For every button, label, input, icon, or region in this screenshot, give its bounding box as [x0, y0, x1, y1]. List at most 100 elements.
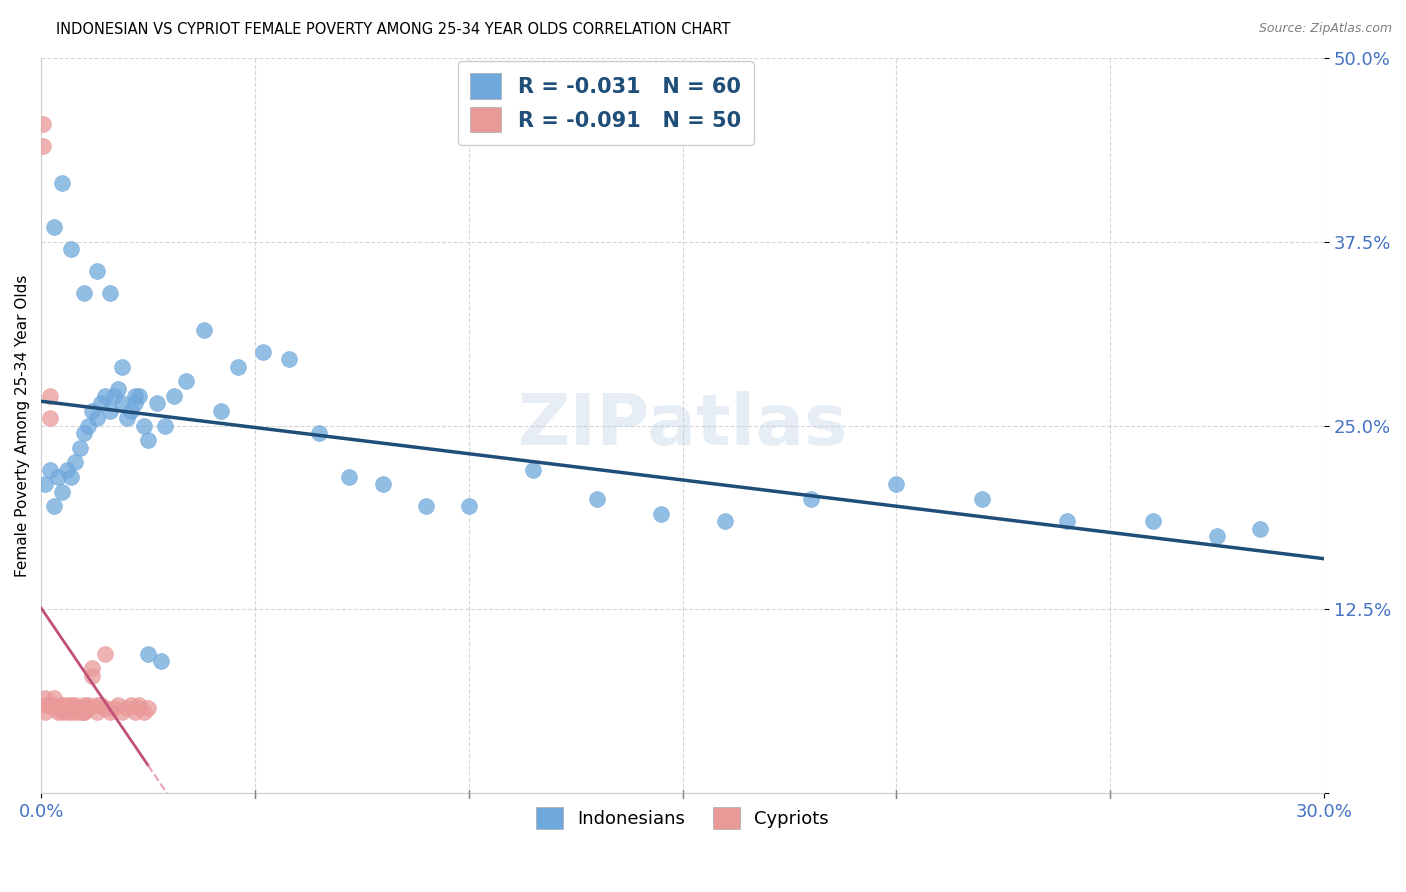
Point — [34, 690, 56, 705]
Point — [149, 654, 172, 668]
Point — [69, 706, 91, 720]
Point — [136, 647, 159, 661]
Point — [86, 698, 108, 712]
Point — [124, 396, 146, 410]
Text: ZIPatlas: ZIPatlas — [517, 391, 848, 460]
Point — [94, 389, 117, 403]
Point — [98, 404, 121, 418]
Point — [32, 139, 55, 153]
Point — [970, 492, 993, 507]
Point — [278, 352, 301, 367]
Point — [86, 411, 108, 425]
Point — [209, 404, 232, 418]
Point — [55, 701, 77, 715]
Point — [55, 698, 77, 712]
Point — [457, 500, 479, 514]
Point — [103, 389, 125, 403]
Point — [714, 514, 737, 528]
Point — [1206, 529, 1229, 543]
Point — [107, 382, 129, 396]
Point — [1249, 521, 1271, 535]
Point — [337, 470, 360, 484]
Point — [82, 404, 104, 418]
Point — [73, 425, 96, 440]
Point — [128, 701, 150, 715]
Point — [42, 701, 65, 715]
Point — [98, 706, 121, 720]
Point — [132, 418, 155, 433]
Point — [124, 389, 146, 403]
Point — [650, 507, 672, 521]
Point — [86, 264, 108, 278]
Point — [51, 698, 73, 712]
Point — [34, 477, 56, 491]
Point — [308, 425, 330, 440]
Legend: Indonesians, Cypriots: Indonesians, Cypriots — [529, 799, 837, 836]
Point — [94, 647, 117, 661]
Point — [77, 698, 100, 712]
Point — [51, 176, 73, 190]
Point — [73, 706, 96, 720]
Point — [120, 698, 142, 712]
Text: INDONESIAN VS CYPRIOT FEMALE POVERTY AMONG 25-34 YEAR OLDS CORRELATION CHART: INDONESIAN VS CYPRIOT FEMALE POVERTY AMO… — [56, 22, 731, 37]
Point — [73, 698, 96, 712]
Point — [60, 242, 83, 256]
Point — [136, 701, 159, 715]
Point — [55, 463, 77, 477]
Point — [120, 404, 142, 418]
Point — [136, 434, 159, 448]
Point — [373, 477, 395, 491]
Point — [800, 492, 823, 507]
Point — [115, 701, 138, 715]
Point — [884, 477, 907, 491]
Point — [46, 706, 69, 720]
Point — [77, 701, 100, 715]
Point — [60, 701, 83, 715]
Point — [65, 706, 87, 720]
Point — [82, 668, 104, 682]
Point — [163, 389, 186, 403]
Y-axis label: Female Poverty Among 25-34 Year Olds: Female Poverty Among 25-34 Year Olds — [15, 275, 30, 577]
Point — [69, 701, 91, 715]
Point — [1056, 514, 1078, 528]
Text: Source: ZipAtlas.com: Source: ZipAtlas.com — [1258, 22, 1392, 36]
Point — [115, 411, 138, 425]
Point — [522, 463, 544, 477]
Point — [73, 706, 96, 720]
Point — [226, 359, 249, 374]
Point — [46, 470, 69, 484]
Point — [111, 706, 134, 720]
Point — [90, 698, 112, 712]
Point — [34, 698, 56, 712]
Point — [132, 706, 155, 720]
Point — [82, 661, 104, 675]
Point — [38, 411, 60, 425]
Point — [586, 492, 609, 507]
Point — [51, 484, 73, 499]
Point — [38, 463, 60, 477]
Point — [60, 470, 83, 484]
Point — [98, 286, 121, 301]
Point — [42, 219, 65, 234]
Point — [107, 698, 129, 712]
Point — [73, 286, 96, 301]
Point — [415, 500, 437, 514]
Point — [128, 389, 150, 403]
Point — [38, 698, 60, 712]
Point — [65, 698, 87, 712]
Point — [94, 701, 117, 715]
Point — [1142, 514, 1164, 528]
Point — [128, 698, 150, 712]
Point — [60, 698, 83, 712]
Point — [46, 701, 69, 715]
Point — [32, 117, 55, 131]
Point — [77, 418, 100, 433]
Point — [55, 706, 77, 720]
Point — [111, 396, 134, 410]
Point — [42, 690, 65, 705]
Point — [65, 455, 87, 469]
Point — [252, 345, 274, 359]
Point — [65, 701, 87, 715]
Point — [111, 359, 134, 374]
Point — [153, 418, 176, 433]
